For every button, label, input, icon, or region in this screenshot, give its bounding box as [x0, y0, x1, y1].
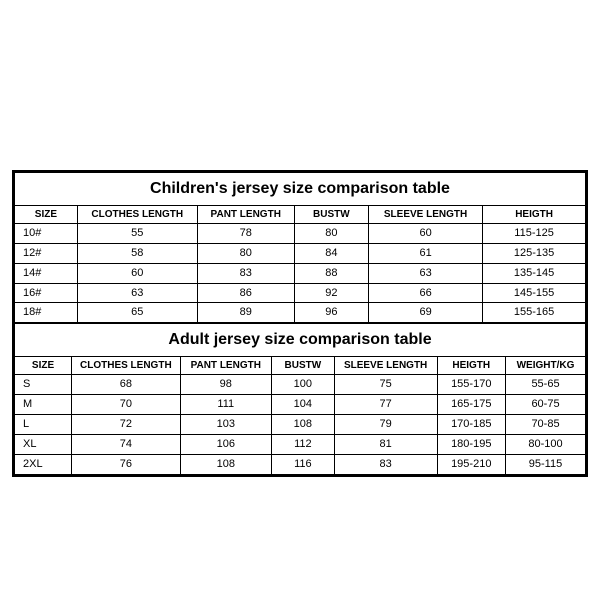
cell-weight: 95-115: [506, 454, 586, 474]
col-clothes-length: CLOTHES LENGTH: [77, 205, 197, 224]
cell-heigth: 135-145: [483, 263, 586, 283]
table-row: XL 74 106 112 81 180-195 80-100: [15, 434, 586, 454]
cell-heigth: 180-195: [437, 434, 506, 454]
col-size: SIZE: [15, 356, 72, 375]
cell-size: S: [15, 375, 72, 395]
table-row: 14# 60 83 88 63 135-145: [15, 263, 586, 283]
cell-weight: 60-75: [506, 395, 586, 415]
table-row: 2XL 76 108 116 83 195-210 95-115: [15, 454, 586, 474]
cell-clothes: 55: [77, 224, 197, 244]
cell-clothes: 70: [72, 395, 180, 415]
cell-weight: 80-100: [506, 434, 586, 454]
cell-clothes: 58: [77, 243, 197, 263]
cell-heigth: 195-210: [437, 454, 506, 474]
cell-pant: 78: [197, 224, 294, 244]
cell-heigth: 155-170: [437, 375, 506, 395]
table-row: 16# 63 86 92 66 145-155: [15, 283, 586, 303]
cell-pant: 86: [197, 283, 294, 303]
cell-bustw: 80: [294, 224, 368, 244]
size-tables: Children's jersey size comparison table …: [12, 170, 588, 477]
cell-bustw: 108: [271, 415, 334, 435]
adult-table-header-row: SIZE CLOTHES LENGTH PANT LENGTH BUSTW SL…: [15, 356, 586, 375]
cell-bustw: 104: [271, 395, 334, 415]
children-table-title: Children's jersey size comparison table: [15, 173, 586, 206]
table-row: 10# 55 78 80 60 115-125: [15, 224, 586, 244]
cell-pant: 103: [180, 415, 271, 435]
table-row: S 68 98 100 75 155-170 55-65: [15, 375, 586, 395]
cell-sleeve: 69: [368, 303, 482, 323]
cell-clothes: 74: [72, 434, 180, 454]
cell-heigth: 155-165: [483, 303, 586, 323]
cell-size: 12#: [15, 243, 78, 263]
cell-sleeve: 60: [368, 224, 482, 244]
cell-sleeve: 66: [368, 283, 482, 303]
col-size: SIZE: [15, 205, 78, 224]
cell-size: L: [15, 415, 72, 435]
col-sleeve-length: SLEEVE LENGTH: [334, 356, 437, 375]
cell-pant: 106: [180, 434, 271, 454]
col-pant-length: PANT LENGTH: [180, 356, 271, 375]
cell-bustw: 96: [294, 303, 368, 323]
cell-pant: 89: [197, 303, 294, 323]
cell-sleeve: 63: [368, 263, 482, 283]
cell-sleeve: 81: [334, 434, 437, 454]
col-clothes-length: CLOTHES LENGTH: [72, 356, 180, 375]
col-heigth: HEIGTH: [437, 356, 506, 375]
cell-bustw: 116: [271, 454, 334, 474]
cell-weight: 55-65: [506, 375, 586, 395]
col-sleeve-length: SLEEVE LENGTH: [368, 205, 482, 224]
cell-clothes: 60: [77, 263, 197, 283]
cell-bustw: 88: [294, 263, 368, 283]
col-weight-kg: WEIGHT/KG: [506, 356, 586, 375]
col-pant-length: PANT LENGTH: [197, 205, 294, 224]
adult-table-title-row: Adult jersey size comparison table: [15, 324, 586, 357]
cell-bustw: 112: [271, 434, 334, 454]
children-table-header-row: SIZE CLOTHES LENGTH PANT LENGTH BUSTW SL…: [15, 205, 586, 224]
cell-size: XL: [15, 434, 72, 454]
canvas: Children's jersey size comparison table …: [0, 0, 600, 600]
cell-sleeve: 61: [368, 243, 482, 263]
table-row: 18# 65 89 96 69 155-165: [15, 303, 586, 323]
cell-sleeve: 77: [334, 395, 437, 415]
cell-size: 18#: [15, 303, 78, 323]
cell-clothes: 68: [72, 375, 180, 395]
cell-heigth: 125-135: [483, 243, 586, 263]
cell-heigth: 145-155: [483, 283, 586, 303]
cell-pant: 108: [180, 454, 271, 474]
cell-bustw: 92: [294, 283, 368, 303]
col-heigth: HEIGTH: [483, 205, 586, 224]
cell-size: 14#: [15, 263, 78, 283]
cell-pant: 111: [180, 395, 271, 415]
cell-pant: 80: [197, 243, 294, 263]
cell-clothes: 72: [72, 415, 180, 435]
cell-clothes: 76: [72, 454, 180, 474]
cell-heigth: 170-185: [437, 415, 506, 435]
cell-clothes: 63: [77, 283, 197, 303]
cell-clothes: 65: [77, 303, 197, 323]
cell-size: 16#: [15, 283, 78, 303]
cell-size: 10#: [15, 224, 78, 244]
cell-weight: 70-85: [506, 415, 586, 435]
cell-bustw: 100: [271, 375, 334, 395]
col-bustw: BUSTW: [294, 205, 368, 224]
adult-table-title: Adult jersey size comparison table: [15, 324, 586, 357]
cell-bustw: 84: [294, 243, 368, 263]
col-bustw: BUSTW: [271, 356, 334, 375]
cell-pant: 83: [197, 263, 294, 283]
cell-heigth: 115-125: [483, 224, 586, 244]
cell-sleeve: 75: [334, 375, 437, 395]
cell-heigth: 165-175: [437, 395, 506, 415]
table-row: 12# 58 80 84 61 125-135: [15, 243, 586, 263]
adult-size-table: Adult jersey size comparison table SIZE …: [14, 323, 586, 474]
cell-sleeve: 83: [334, 454, 437, 474]
table-row: L 72 103 108 79 170-185 70-85: [15, 415, 586, 435]
cell-sleeve: 79: [334, 415, 437, 435]
cell-pant: 98: [180, 375, 271, 395]
children-table-title-row: Children's jersey size comparison table: [15, 173, 586, 206]
cell-size: 2XL: [15, 454, 72, 474]
cell-size: M: [15, 395, 72, 415]
children-size-table: Children's jersey size comparison table …: [14, 172, 586, 323]
table-row: M 70 111 104 77 165-175 60-75: [15, 395, 586, 415]
